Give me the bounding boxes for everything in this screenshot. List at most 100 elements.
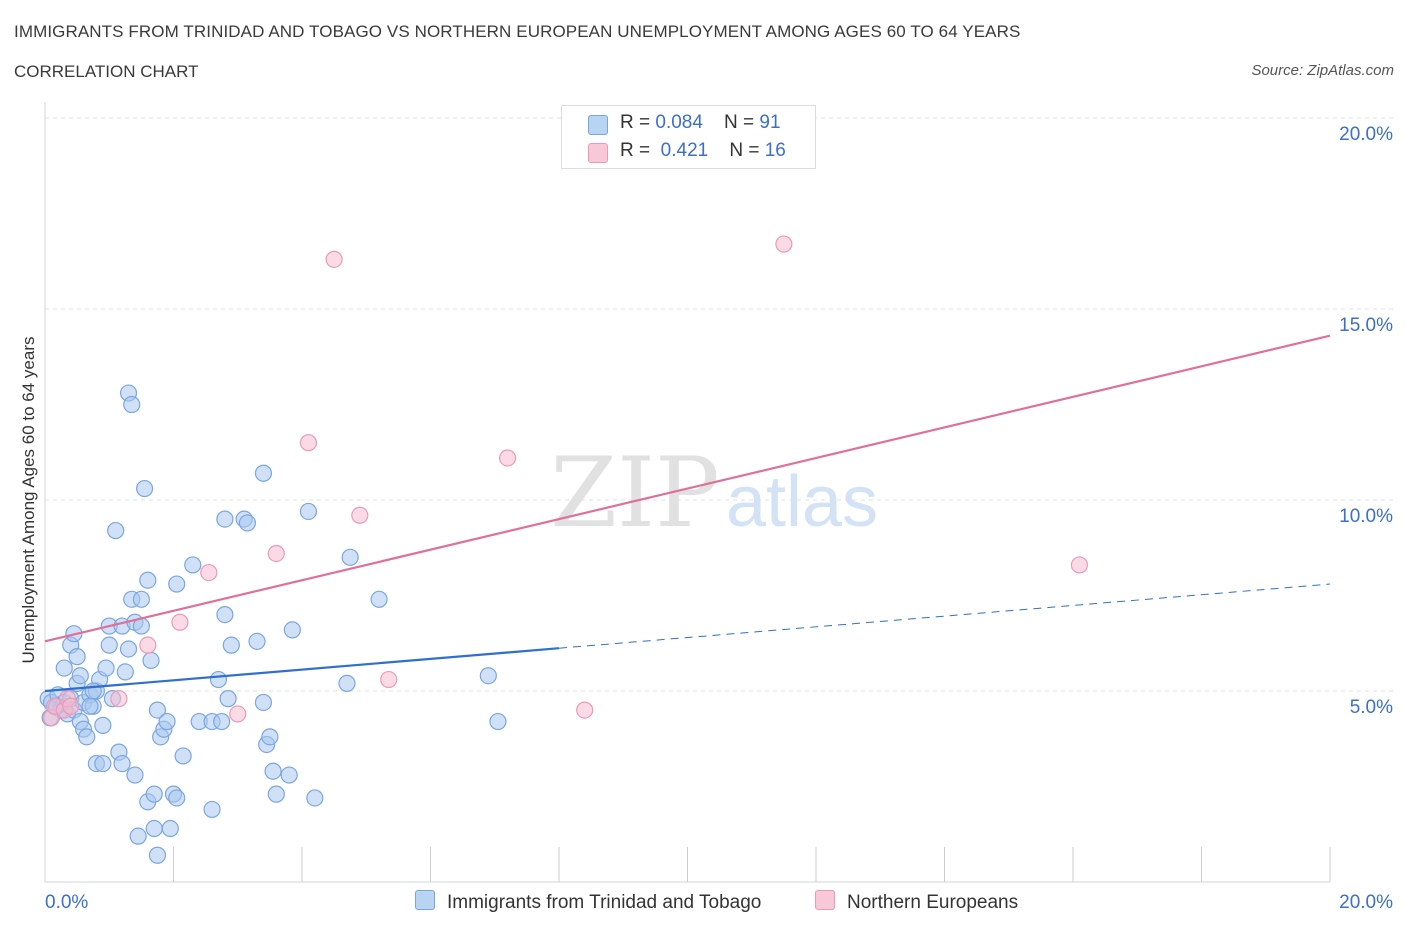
y-tick-label: 15.0%	[1339, 315, 1393, 336]
trinidad-point	[55, 659, 73, 677]
trinidad-point	[145, 819, 163, 838]
blue-swatch	[415, 890, 435, 910]
chart-subtitle: CORRELATION CHART	[14, 62, 199, 81]
northern-european-point	[267, 544, 285, 563]
trinidad-point	[132, 590, 150, 608]
trinidad-point	[123, 395, 141, 414]
trinidad-point	[100, 636, 118, 654]
trinidad-point	[222, 636, 240, 654]
trinidad-point	[213, 712, 231, 731]
trinidad-point	[174, 747, 192, 765]
trinidad-point	[71, 667, 89, 685]
northern-european-point	[62, 697, 80, 715]
trend-layer	[44, 334, 1331, 693]
trinidad-point	[145, 785, 163, 803]
trinidad-point	[299, 502, 318, 521]
trinidad-point	[129, 827, 147, 845]
trinidad-point	[306, 789, 324, 807]
legend-label: Immigrants from Trinidad and Tobago	[447, 892, 762, 913]
trinidad-point	[78, 728, 96, 746]
n-value: 16	[764, 140, 786, 161]
northern-european-point	[110, 690, 128, 708]
watermark: ZIP atlas	[550, 437, 878, 549]
trinidad-point	[219, 690, 237, 708]
trinidad-trend-extension	[558, 583, 1331, 649]
trinidad-point	[283, 621, 301, 639]
trinidad-point	[338, 674, 356, 692]
n-value: 91	[759, 112, 781, 133]
r-label: R =	[620, 112, 656, 133]
trinidad-point	[148, 846, 167, 864]
trinidad-point	[184, 556, 202, 574]
stats-legend: R = 0.084 N = 91 R = 0.421 N = 16	[561, 105, 816, 169]
blue-swatch	[588, 115, 608, 135]
source-credit: Source: ZipAtlas.com	[1251, 62, 1394, 79]
northern-european-trend-line	[44, 334, 1331, 643]
legend-item-trinidad[interactable]: Immigrants from Trinidad and Tobago	[415, 890, 761, 914]
trinidad-point	[116, 663, 134, 681]
trinidad-point	[341, 548, 359, 566]
trinidad-point	[238, 514, 256, 532]
axis-layer	[44, 102, 1331, 883]
trinidad-point	[161, 819, 179, 838]
northern-european-point	[351, 506, 369, 524]
r-label: R =	[620, 140, 656, 161]
trinidad-point	[370, 590, 388, 608]
watermark-atlas: atlas	[726, 462, 878, 542]
trinidad-point	[261, 728, 279, 746]
y-tick-label: 5.0%	[1350, 697, 1393, 718]
pink-swatch	[588, 143, 608, 163]
trinidad-point	[97, 659, 115, 677]
trinidad-point	[94, 716, 112, 734]
trinidad-point	[254, 693, 273, 712]
y-tick-label: 10.0%	[1339, 506, 1393, 527]
trinidad-point	[264, 762, 282, 780]
stats-legend-text: R = 0.421 N = 16	[620, 140, 786, 162]
y-axis-label-wrap: Unemployment Among Ages 60 to 64 years	[18, 300, 40, 700]
northern-european-point	[200, 563, 218, 582]
legend-item-northern-europeans[interactable]: Northern Europeans	[815, 890, 1018, 914]
chart-title: IMMIGRANTS FROM TRINIDAD AND TOBAGO VS N…	[14, 22, 1021, 41]
trinidad-trend-line	[44, 647, 560, 693]
trinidad-point	[168, 575, 186, 593]
trinidad-point	[81, 697, 99, 715]
northern-european-point	[229, 705, 247, 723]
tick-label-layer: 5.0% 10.0% 15.0% 20.0% 0.0% 20.0%	[45, 124, 1393, 913]
trinidad-point	[280, 766, 298, 784]
pink-swatch	[815, 890, 835, 910]
northern-european-point	[171, 613, 189, 631]
northern-european-point	[576, 701, 594, 719]
trinidad-point	[113, 754, 131, 773]
northern-european-point	[380, 670, 398, 689]
trinidad-point	[84, 682, 102, 700]
r-value: 0.421	[660, 140, 709, 161]
trinidad-point	[94, 754, 112, 773]
northern-european-point	[325, 250, 343, 268]
trinidad-point	[203, 800, 221, 819]
n-label: N =	[724, 112, 760, 133]
trinidad-point	[248, 632, 266, 650]
trinidad-point	[126, 766, 144, 784]
grid-layer	[45, 117, 1395, 692]
northern-european-point	[139, 636, 157, 654]
y-axis-label: Unemployment Among Ages 60 to 64 years	[19, 336, 38, 664]
n-label: N =	[729, 140, 765, 161]
trinidad-point	[158, 712, 176, 731]
trinidad-point	[489, 712, 507, 731]
points-layer	[39, 235, 1089, 864]
trinidad-point	[142, 651, 160, 670]
northern-european-point	[1070, 556, 1089, 574]
northern-european-point	[299, 434, 318, 452]
x-tick-label: 0.0%	[45, 892, 88, 913]
trinidad-point	[209, 670, 228, 689]
stats-legend-text: R = 0.084 N = 91	[620, 112, 781, 134]
trinidad-point	[168, 789, 186, 807]
trinidad-point	[119, 640, 138, 658]
y-tick-label: 20.0%	[1339, 124, 1393, 145]
trinidad-point	[254, 464, 273, 482]
trinidad-point	[135, 479, 154, 498]
trinidad-point	[68, 648, 86, 666]
legend-label: Northern Europeans	[847, 892, 1019, 913]
trinidad-point	[267, 785, 285, 803]
